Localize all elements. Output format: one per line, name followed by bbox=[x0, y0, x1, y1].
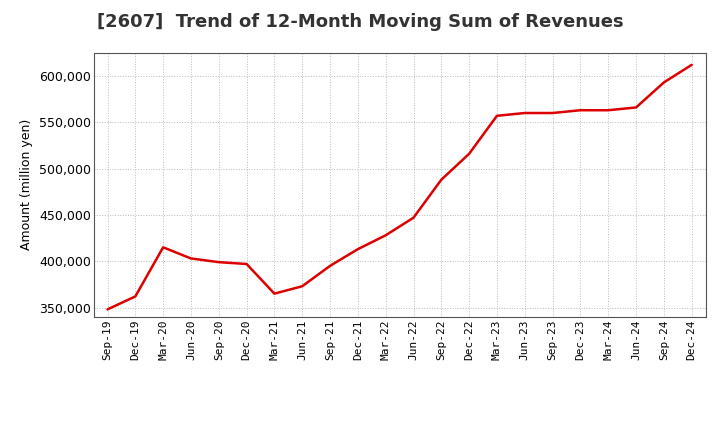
Y-axis label: Amount (million yen): Amount (million yen) bbox=[20, 119, 33, 250]
Text: [2607]  Trend of 12-Month Moving Sum of Revenues: [2607] Trend of 12-Month Moving Sum of R… bbox=[96, 13, 624, 31]
